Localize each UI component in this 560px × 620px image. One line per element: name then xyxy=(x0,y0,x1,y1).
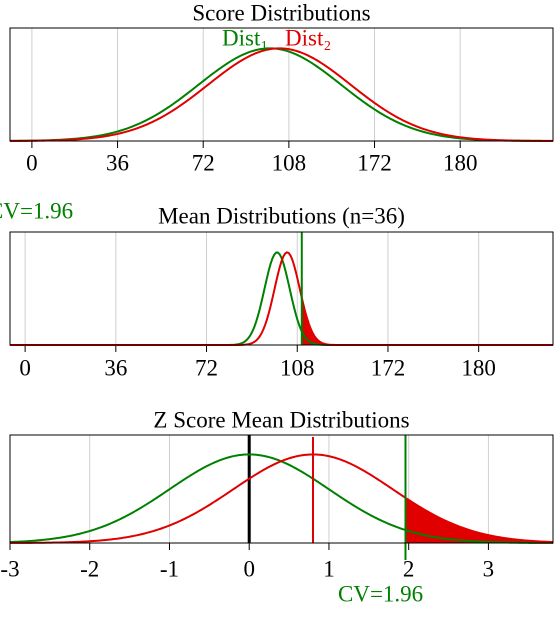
plot-frame xyxy=(9,231,554,346)
x-tick-label: -3 xyxy=(0,556,19,581)
plot-frame xyxy=(9,434,554,544)
density-curve xyxy=(9,453,554,544)
density-curve xyxy=(9,47,553,142)
x-tick-label: -2 xyxy=(80,556,99,581)
legend-entry: Dist₁ xyxy=(222,25,268,50)
x-tick-label: 1 xyxy=(323,556,335,581)
density-curve xyxy=(10,251,553,346)
x-tick-label: 3 xyxy=(483,556,495,581)
x-tick-label: 72 xyxy=(195,355,218,380)
x-tick-label: 0 xyxy=(26,150,38,175)
x-tick-label: 36 xyxy=(104,355,127,380)
chart-title: Z Score Mean Distributions xyxy=(153,407,409,432)
density-curve xyxy=(9,453,554,544)
cv-label: CV=1.96 xyxy=(0,198,73,223)
plot-frame xyxy=(9,27,554,142)
x-tick-label: 0 xyxy=(19,355,31,380)
rejection-region xyxy=(405,497,553,543)
density-curve xyxy=(10,47,554,142)
x-tick-label: 72 xyxy=(192,150,215,175)
chart-title: Score Distributions xyxy=(192,0,370,25)
chart-title: Mean Distributions (n=36) xyxy=(158,203,405,228)
x-tick-label: 180 xyxy=(461,355,496,380)
x-tick-label: 0 xyxy=(243,556,255,581)
x-tick-label: 180 xyxy=(443,150,478,175)
x-tick-label: -1 xyxy=(160,556,179,581)
x-tick-label: 2 xyxy=(403,556,415,581)
density-curve xyxy=(10,251,553,346)
legend-entry: Dist₂ xyxy=(285,25,331,50)
x-tick-label: 108 xyxy=(272,150,307,175)
x-tick-label: 172 xyxy=(371,355,406,380)
cv-label: CV=1.96 xyxy=(338,581,423,606)
x-tick-label: 36 xyxy=(106,150,129,175)
rejection-region xyxy=(301,297,553,345)
x-tick-label: 172 xyxy=(357,150,392,175)
x-tick-label: 108 xyxy=(280,355,315,380)
